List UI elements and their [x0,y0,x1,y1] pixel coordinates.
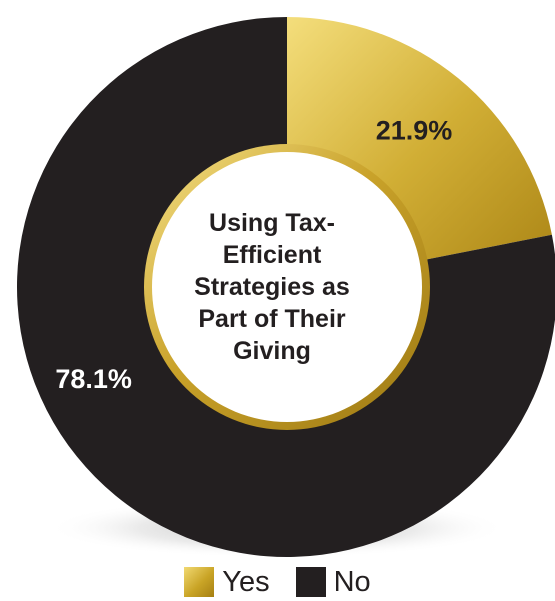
legend-item-yes: Yes [184,565,270,599]
legend-swatch-yes [184,567,215,597]
legend-label-yes: Yes [222,565,270,598]
data-labels: 21.9% 78.1% [55,116,452,395]
legend-label-no: No [333,565,371,598]
legend: Yes No [0,564,555,600]
legend-swatch-no [295,567,326,597]
center-disc [152,152,422,422]
legend-item-no: No [295,565,371,599]
data-label-yes: 21.9% [376,116,453,146]
data-label-no: 78.1% [55,364,132,394]
chart-title: Using Tax-Efficient Strategies as Part o… [194,209,350,365]
